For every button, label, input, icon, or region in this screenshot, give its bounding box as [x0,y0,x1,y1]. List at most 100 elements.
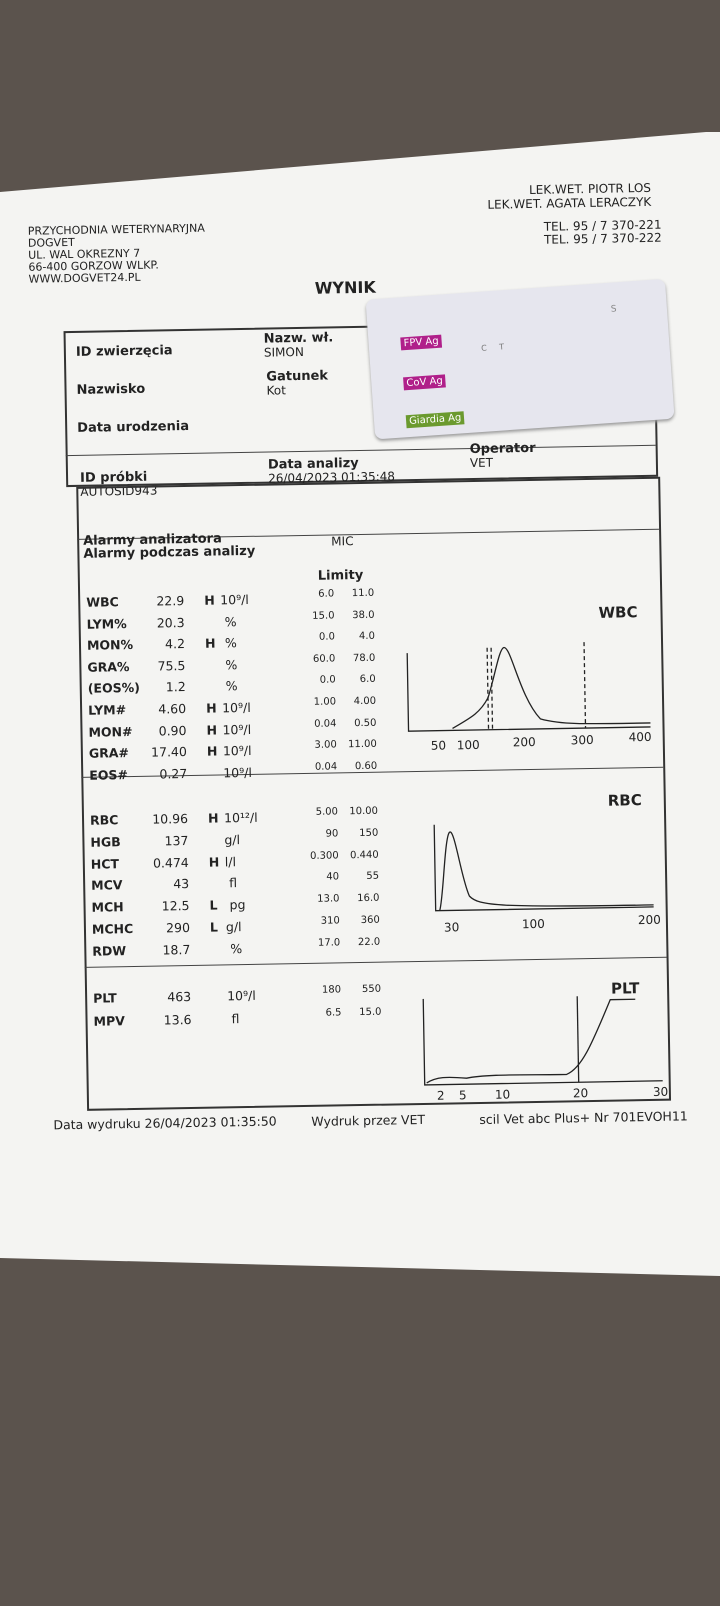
limit-low: 1.00 [313,696,337,708]
param-flag: H [206,722,218,738]
wbc-thresholds [486,642,587,730]
param-unit: 10¹²/l [223,809,258,826]
tick-label: 300 [570,732,594,748]
tick-label: 200 [512,734,536,750]
param-value: 18.7 [162,941,191,958]
param-name: RBC [89,812,119,828]
limit-low: 6.0 [318,588,335,600]
limit-high: 0.60 [354,760,378,772]
limit-high: 55 [366,871,380,883]
limit-low: 0.04 [314,761,338,773]
param-unit: % [225,678,238,694]
limit-high: 550 [361,983,382,996]
limit-high: 16.0 [357,892,380,905]
tick-label: 2 [436,1088,445,1103]
limit-low: 310 [320,915,340,927]
param-name: RDW [92,942,127,959]
limit-low: 3.00 [314,739,337,751]
histogram-label: WBC [598,603,638,622]
param-unit: g/l [224,831,241,848]
tick-label: 100 [456,737,480,753]
limit-high: 6.0 [359,674,376,686]
param-value: 0.27 [159,765,188,782]
limit-low: 180 [321,984,342,996]
limit-high: 150 [359,827,379,839]
param-flag: H [208,854,220,870]
param-unit: 10⁹/l [223,764,252,781]
tick-label: 30 [443,920,460,935]
param-unit: 10⁹/l [221,699,251,716]
param-name: WBC [86,594,119,610]
param-unit: 10⁹/l [222,743,252,759]
param-name: MPV [93,1013,125,1029]
histogram-label: RBC [607,791,642,810]
param-flag: H [205,700,217,716]
plt-axes [422,998,663,1086]
param-name: MON# [88,723,133,740]
tick-label: 30 [652,1084,669,1099]
param-unit: % [225,656,238,673]
param-unit: g/l [225,919,242,935]
limit-low: 90 [325,828,339,840]
limit-high: 38.0 [352,609,375,621]
param-unit: % [224,613,237,629]
limit-low: 6.5 [325,1007,342,1019]
limit-low: 40 [326,871,340,884]
limit-low: 0.04 [314,718,337,730]
param-value: 137 [164,832,189,849]
limit-high: 11.0 [351,587,375,600]
param-value: 0.90 [158,722,187,739]
limit-high: 11.00 [348,738,377,751]
param-unit: pg [229,897,246,913]
param-name: MCHC [91,920,134,937]
limit-low: 0.0 [319,674,336,687]
limit-high: 22.0 [357,936,381,948]
param-flag: H [204,635,216,651]
param-name: MON% [86,637,134,653]
param-name: PLT [93,990,117,1006]
param-value: 12.5 [161,898,190,914]
param-name: LYM# [88,702,127,718]
param-value: 4.60 [158,701,187,717]
param-value: 13.6 [163,1011,192,1028]
wbc-axes [406,653,651,732]
param-flag: H [204,592,215,608]
limit-high: 4.0 [358,630,375,643]
tick-label: 200 [637,912,661,928]
param-value: 0.474 [152,854,189,871]
param-unit: 10⁹/l [227,987,256,1004]
param-flag: L [209,897,218,913]
param-name: EOS# [89,766,129,783]
param-name: GRA# [88,745,130,761]
limit-high: 10.00 [349,805,379,818]
limit-low: 0.0 [318,631,335,643]
limit-low: 60.0 [312,653,336,665]
param-name: MCV [91,877,123,894]
tick-label: 400 [628,729,652,745]
param-unit: % [230,940,243,957]
param-unit: 10⁹/l [222,721,252,737]
param-unit: fl [229,875,238,891]
param-value: 20.3 [156,614,185,631]
tick-label: 20 [572,1086,589,1101]
param-value: 43 [173,876,190,892]
plt-curve [426,998,636,1084]
param-unit: fl [231,1011,240,1027]
param-name: LYM% [86,615,127,632]
limit-high: 78.0 [352,652,376,664]
histogram-label: PLT [610,979,640,998]
param-value: 4.2 [164,636,186,652]
param-flag: H [207,810,219,826]
param-unit: % [224,635,238,651]
param-value: 290 [165,920,191,936]
param-name: (EOS%) [87,680,141,697]
limit-high: 0.440 [349,849,379,861]
param-value: 10.96 [152,811,189,827]
param-value: 75.5 [157,657,186,674]
limit-high: 360 [360,914,380,927]
limit-low: 13.0 [317,893,340,905]
wbc-curve [452,646,651,729]
